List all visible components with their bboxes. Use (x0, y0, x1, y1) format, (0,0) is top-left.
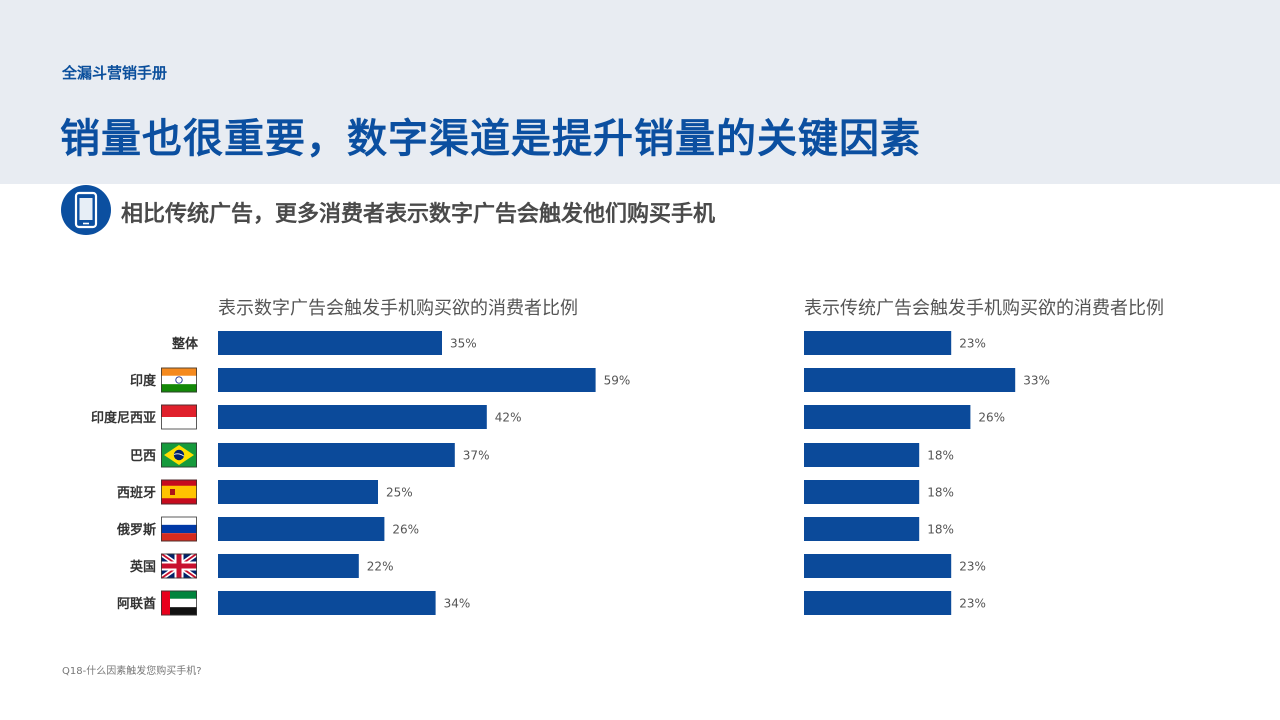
data-label: 35% (450, 337, 477, 351)
data-label: 18% (927, 449, 954, 463)
category-label: 巴西 (130, 449, 156, 464)
category-label: 整体 (171, 336, 199, 352)
bar (218, 331, 442, 355)
bar (804, 517, 920, 541)
category-label: 印度尼西亚 (91, 410, 156, 426)
flag-uae-icon (161, 590, 197, 616)
data-label: 59% (604, 374, 631, 388)
data-label: 34% (444, 597, 471, 611)
category-label: 俄罗斯 (116, 522, 156, 538)
bar (804, 554, 952, 578)
flag-spain-icon (161, 479, 197, 505)
bar (804, 443, 920, 467)
bar (804, 591, 952, 615)
report-kicker: 全漏斗营销手册 (62, 64, 168, 82)
bar (804, 368, 1016, 392)
data-label: 23% (959, 597, 986, 611)
bar (218, 554, 359, 578)
bar (218, 443, 455, 467)
flag-india-icon (161, 367, 197, 393)
category-label: 阿联酋 (117, 596, 156, 612)
bar (218, 480, 378, 504)
chart-title: 表示数字广告会触发手机购买欲的消费者比例 (218, 298, 578, 319)
chart-title: 表示传统广告会触发手机购买欲的消费者比例 (804, 298, 1164, 319)
category-label: 英国 (129, 559, 156, 575)
data-label: 37% (463, 449, 490, 463)
data-label: 33% (1023, 374, 1050, 388)
bar (218, 591, 436, 615)
bar (804, 331, 952, 355)
bar (218, 405, 487, 429)
data-label: 22% (367, 560, 394, 574)
category-label: 印度 (130, 373, 157, 389)
page-title: 销量也很重要，数字渠道是提升销量的关键因素 (60, 116, 921, 162)
flag-brazil-icon (161, 442, 197, 468)
bar (804, 405, 971, 429)
bar (218, 517, 385, 541)
flag-uk-icon (161, 553, 197, 579)
data-label: 18% (927, 486, 954, 500)
data-label: 25% (386, 486, 413, 500)
bar (218, 368, 596, 392)
data-label: 26% (392, 523, 419, 537)
footnote: Q18-什么因素触发您购买手机? (62, 666, 202, 677)
section-subheading: 相比传统广告，更多消费者表示数字广告会触发他们购买手机 (121, 202, 716, 227)
data-label: 26% (978, 411, 1005, 425)
smartphone-icon (61, 185, 111, 235)
bar-chart-1: 表示数字广告会触发手机购买欲的消费者比例 35% 整体 59% 印度 42% 印度尼西亚 37… (91, 298, 630, 616)
bar (804, 480, 920, 504)
data-label: 18% (927, 523, 954, 537)
category-label: 西班牙 (117, 485, 156, 501)
data-label: 42% (495, 411, 522, 425)
bar-chart-2: 表示传统广告会触发手机购买欲的消费者比例 23% 33% 26% 18% 18% 18% 23… (804, 298, 1164, 615)
data-label: 23% (959, 560, 986, 574)
header-band (0, 0, 1280, 184)
data-label: 23% (959, 337, 986, 351)
flag-indonesia-icon (161, 404, 197, 430)
flag-russia-icon (161, 516, 197, 542)
